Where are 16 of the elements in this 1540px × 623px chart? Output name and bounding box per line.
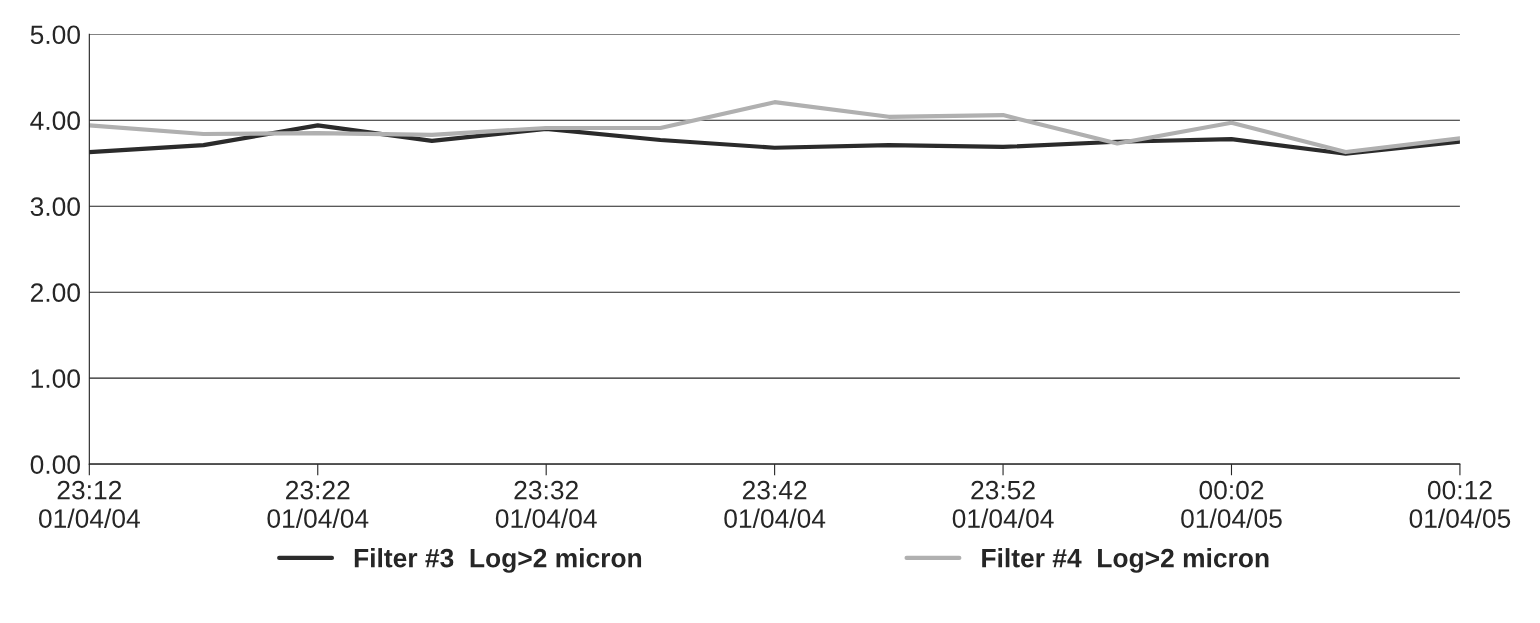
line-series — [89, 100, 1460, 155]
x-tick-label: 23:22 01/04/04 — [267, 480, 369, 528]
y-tick-label: 3.00 — [30, 197, 80, 217]
x-tick-label: 23:32 01/04/04 — [495, 480, 597, 528]
x-tick-label: 00:12 01/04/05 — [1409, 480, 1511, 528]
legend-label: Filter #3 Log>2 micron — [354, 548, 642, 573]
y-tick-label: 4.00 — [30, 111, 80, 131]
y-tick-label: 5.00 — [30, 25, 80, 45]
y-tick-label: 2.00 — [30, 283, 80, 303]
y-tick-label: 0.00 — [30, 455, 80, 474]
x-tick-label: 00:02 01/04/05 — [1181, 480, 1282, 528]
x-tick-label: 23:52 01/04/04 — [952, 480, 1054, 528]
x-tick-label: 23:12 01/04/04 — [39, 480, 140, 528]
x-tick-label: 23:42 01/04/04 — [724, 480, 826, 528]
y-tick-label: 1.00 — [31, 369, 80, 388]
legend-label: Filter #4 Log>2 micron — [982, 548, 1269, 573]
